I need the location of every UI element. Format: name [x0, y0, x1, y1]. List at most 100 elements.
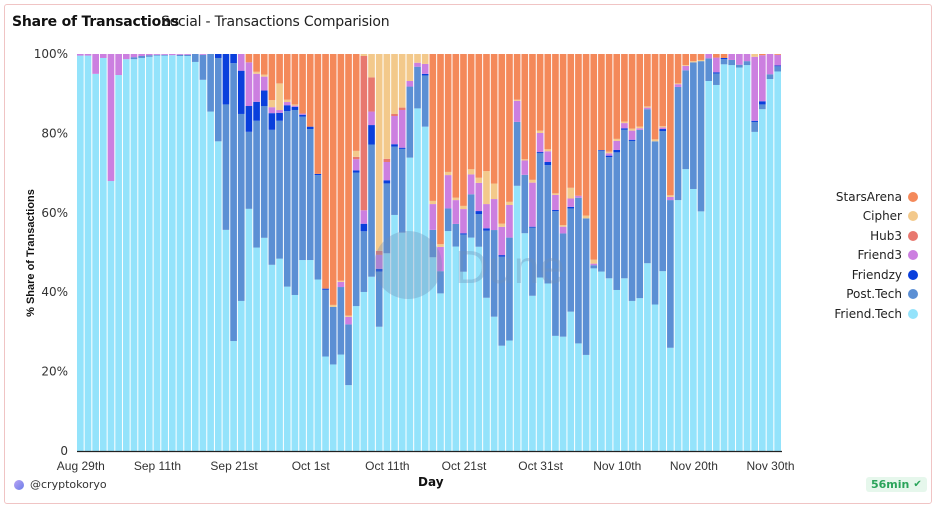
bar-segment-cipher[interactable] [368, 54, 375, 78]
bar-segment-starsarena[interactable] [552, 54, 559, 194]
bar-segment-starsarena[interactable] [437, 54, 444, 245]
bar-segment-friend-tech[interactable] [529, 295, 536, 451]
bar-segment-post-tech[interactable] [529, 227, 536, 296]
bar-segment-post-tech[interactable] [559, 233, 567, 337]
bar-segment-friendzy[interactable] [598, 150, 605, 151]
bar-segment-friend-tech[interactable] [705, 80, 713, 451]
bar-segment-post-tech[interactable] [253, 120, 260, 248]
bar-segment-friend-tech[interactable] [84, 55, 92, 451]
bar-segment-friend-tech[interactable] [651, 304, 659, 451]
bar-segment-friend-tech[interactable] [552, 335, 559, 451]
bar-segment-starsarena[interactable] [352, 54, 360, 151]
bar-segment-friendzy[interactable] [368, 125, 375, 145]
bar-segment-friend3[interactable] [682, 65, 690, 71]
bar-segment-cipher[interactable] [352, 150, 360, 157]
bar-segment-starsarena[interactable] [506, 54, 513, 202]
bar-segment-friend-tech[interactable] [605, 278, 613, 451]
bar-segment-friend-tech[interactable] [751, 131, 759, 451]
bar-segment-friendzy[interactable] [237, 70, 245, 114]
bar-segment-friend3[interactable] [398, 109, 406, 148]
bar-segment-post-tech[interactable] [659, 131, 667, 272]
bar-segment-post-tech[interactable] [130, 57, 138, 60]
bar-segment-friendzy[interactable] [214, 54, 222, 58]
bar-segment-friend3[interactable] [291, 105, 299, 107]
bar-segment-friend3[interactable] [736, 54, 743, 65]
bar-segment-friendzy[interactable] [383, 180, 391, 184]
bar-segment-friend-tech[interactable] [536, 277, 544, 451]
bar-segment-starsarena[interactable] [429, 54, 437, 201]
bar-segment-starsarena[interactable] [498, 54, 506, 224]
bar-segment-friend-tech[interactable] [467, 237, 475, 451]
bar-segment-friendzy[interactable] [299, 114, 306, 117]
bar-segment-friend-tech[interactable] [283, 286, 291, 451]
bar-segment-friendzy[interactable] [475, 211, 483, 215]
bar-segment-post-tech[interactable] [437, 271, 444, 294]
bar-segment-starsarena[interactable] [690, 54, 697, 62]
bar-segment-friend3[interactable] [168, 54, 176, 56]
bar-segment-friendzy[interactable] [774, 65, 781, 67]
bar-segment-hub3[interactable] [375, 250, 383, 255]
bar-segment-friend-tech[interactable] [621, 278, 628, 451]
bar-segment-friend-tech[interactable] [506, 340, 513, 451]
bar-segment-friend3[interactable] [483, 204, 490, 229]
bar-segment-friendzy[interactable] [613, 149, 621, 153]
bar-segment-friend3[interactable] [77, 54, 84, 56]
bar-segment-friend-tech[interactable] [544, 283, 552, 451]
bar-segment-post-tech[interactable] [651, 141, 659, 305]
bar-segment-friendzy[interactable] [268, 113, 276, 130]
bar-segment-post-tech[interactable] [575, 197, 582, 344]
bar-segment-friend-tech[interactable] [299, 260, 306, 451]
bar-segment-friendzy[interactable] [283, 105, 291, 112]
bar-segment-friendzy[interactable] [536, 152, 544, 154]
bar-segment-friend3[interactable] [184, 54, 191, 55]
bar-segment-friend3[interactable] [345, 316, 352, 325]
bar-segment-cipher[interactable] [383, 54, 391, 159]
bar-segment-friend3[interactable] [460, 209, 467, 234]
bar-segment-friend-tech[interactable] [276, 258, 283, 451]
bar-segment-friendzy[interactable] [498, 255, 506, 257]
bar-segment-cipher[interactable] [391, 54, 398, 115]
bar-segment-friend3[interactable] [115, 54, 122, 76]
bar-segment-friend3[interactable] [667, 196, 674, 201]
bar-segment-friend3[interactable] [437, 246, 444, 272]
bar-segment-post-tech[interactable] [521, 174, 529, 234]
bar-segment-friend-tech[interactable] [398, 232, 406, 451]
bar-segment-starsarena[interactable] [276, 54, 283, 84]
bar-segment-starsarena[interactable] [636, 54, 644, 127]
bar-segment-friend3[interactable] [759, 55, 766, 102]
bar-segment-post-tech[interactable] [613, 152, 621, 290]
bar-segment-post-tech[interactable] [184, 54, 191, 56]
bar-segment-post-tech[interactable] [444, 208, 452, 232]
bar-segment-friend3[interactable] [743, 54, 751, 62]
bar-segment-friend3[interactable] [414, 62, 421, 67]
bar-segment-cipher[interactable] [697, 59, 705, 62]
bar-segment-friend-tech[interactable] [92, 73, 99, 451]
bar-segment-friend-tech[interactable] [636, 298, 644, 451]
bar-segment-friend3[interactable] [429, 204, 437, 230]
bar-segment-starsarena[interactable] [759, 54, 766, 56]
bar-segment-friend3[interactable] [529, 182, 536, 227]
bar-segment-friend3[interactable] [605, 153, 613, 156]
bar-segment-friend3[interactable] [452, 200, 460, 224]
bar-segment-friend-tech[interactable] [682, 169, 690, 451]
bar-segment-post-tech[interactable] [552, 211, 559, 336]
bar-segment-post-tech[interactable] [598, 150, 605, 272]
bar-segment-post-tech[interactable] [759, 104, 766, 110]
bar-segment-post-tech[interactable] [406, 86, 414, 158]
bar-segment-starsarena[interactable] [682, 54, 690, 66]
bar-segment-friend3[interactable] [145, 54, 153, 56]
bar-segment-post-tech[interactable] [138, 55, 145, 58]
bar-segment-friend-tech[interactable] [345, 385, 352, 451]
bar-segment-post-tech[interactable] [306, 129, 314, 261]
bar-segment-post-tech[interactable] [567, 208, 575, 312]
bar-segment-friend-tech[interactable] [314, 279, 322, 451]
bar-segment-friend3[interactable] [161, 54, 168, 55]
bar-segment-post-tech[interactable] [483, 230, 490, 298]
bar-segment-friend-tech[interactable] [199, 79, 207, 452]
bar-segment-friendzy[interactable] [314, 173, 322, 176]
bar-segment-friend3[interactable] [728, 54, 736, 60]
bar-segment-post-tech[interactable] [337, 287, 345, 355]
bar-segment-starsarena[interactable] [329, 54, 337, 305]
bar-segment-starsarena[interactable] [452, 54, 460, 198]
bar-segment-friend-tech[interactable] [774, 71, 781, 451]
